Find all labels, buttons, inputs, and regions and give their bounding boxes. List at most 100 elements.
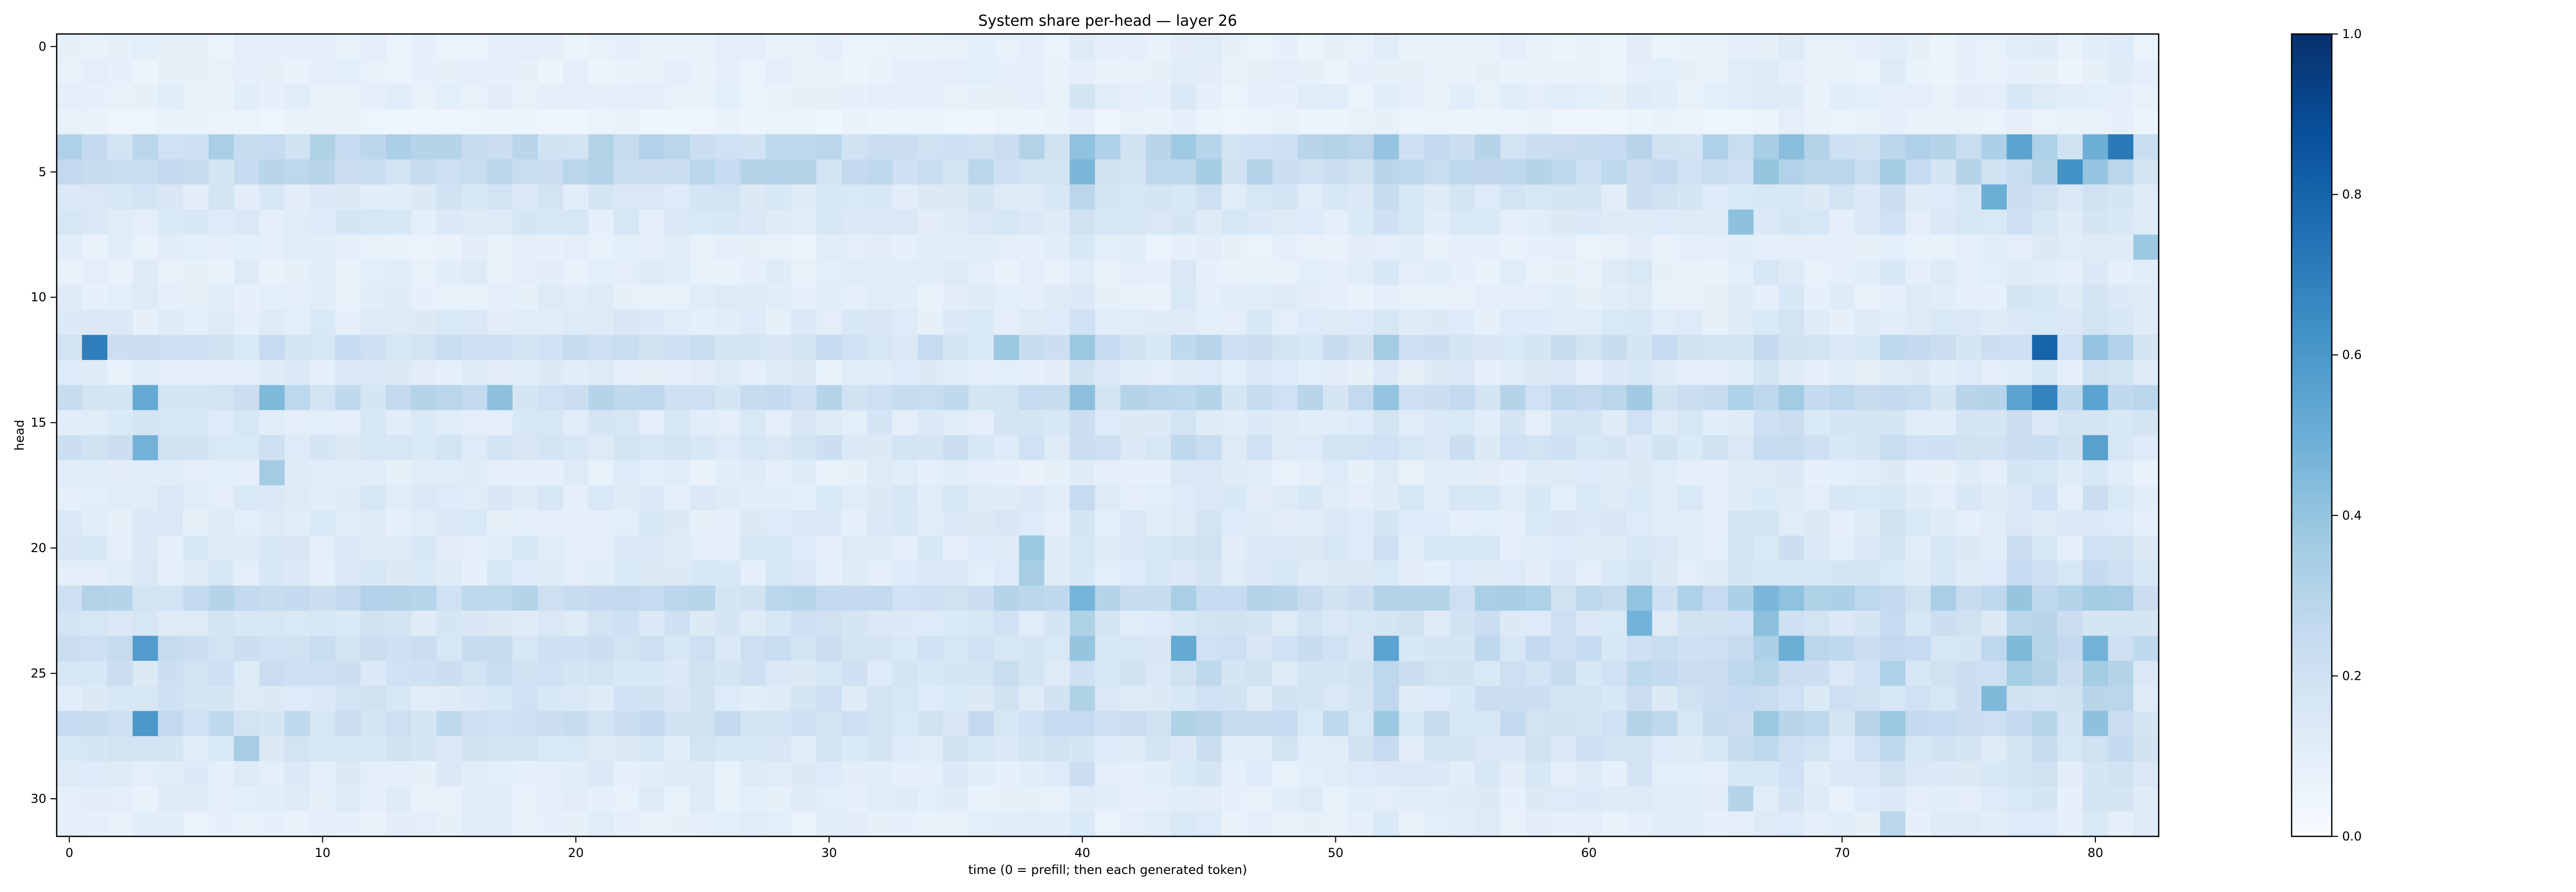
heatmap-cell [1044, 410, 1070, 436]
heatmap-cell [664, 610, 690, 637]
heatmap-cell [993, 435, 1020, 461]
heatmap-cell [1019, 260, 1045, 285]
heatmap-cell [2007, 109, 2032, 135]
heatmap-cell [1222, 685, 1247, 712]
heatmap-cell [993, 811, 1020, 837]
heatmap-cell [1348, 134, 1374, 160]
heatmap-cell [968, 811, 994, 837]
heatmap-cell [107, 811, 133, 837]
heatmap-cell [1044, 260, 1070, 285]
heatmap-cell [1120, 485, 1146, 511]
heatmap-cell [1070, 209, 1096, 235]
heatmap-cell [462, 685, 488, 712]
heatmap-cell [1272, 410, 1298, 436]
heatmap-cell [537, 335, 564, 361]
heatmap-cell [1500, 359, 1526, 386]
heatmap-cell [892, 485, 918, 511]
heatmap-cell [335, 610, 361, 637]
heatmap-cell [2032, 184, 2058, 210]
heatmap-cell [1677, 385, 1703, 410]
heatmap-cell [2057, 134, 2083, 160]
heatmap-cell [512, 359, 538, 386]
heatmap-cell [462, 761, 488, 787]
heatmap-cell [791, 84, 817, 110]
heatmap-cell [1297, 761, 1324, 787]
heatmap-cell [614, 59, 640, 84]
heatmap-cell [2032, 310, 2058, 335]
heatmap-cell [1981, 134, 2007, 160]
heatmap-cell [740, 284, 766, 311]
heatmap-cell [1475, 711, 1501, 736]
heatmap-cell [2108, 786, 2134, 812]
heatmap-cell [158, 460, 184, 486]
heatmap-cell [993, 610, 1020, 637]
heatmap-cell [1753, 711, 1780, 736]
heatmap-cell [107, 59, 133, 84]
heatmap-cell [1804, 736, 1830, 762]
heatmap-cell [1930, 661, 1957, 687]
heatmap-cell [892, 636, 918, 661]
heatmap-cell [1652, 510, 1678, 536]
heatmap-cell [1601, 685, 1628, 712]
heatmap-cell [2082, 636, 2109, 661]
heatmap-cell [284, 159, 311, 185]
heatmap-cell [1449, 535, 1476, 561]
heatmap-cell [386, 34, 412, 60]
heatmap-cell [1652, 284, 1678, 311]
heatmap-cell [1222, 535, 1247, 561]
heatmap-cell [1374, 586, 1399, 611]
heatmap-cell [918, 736, 944, 762]
heatmap-cell [1905, 410, 1931, 436]
heatmap-cell [1424, 84, 1450, 110]
heatmap-cell [1399, 184, 1425, 210]
heatmap-cell [1171, 234, 1197, 260]
heatmap-cell [2057, 586, 2083, 611]
heatmap-cell [1930, 260, 1957, 285]
heatmap-cell [208, 636, 234, 661]
heatmap-cell [1626, 685, 1653, 712]
heatmap-cell [816, 34, 842, 60]
heatmap-cell [1930, 435, 1957, 461]
heatmap-cell [689, 560, 716, 586]
heatmap-cell [1778, 234, 1805, 260]
heatmap-cell [1804, 335, 1830, 361]
heatmap-cell [2007, 234, 2032, 260]
heatmap-cell [2057, 811, 2083, 837]
heatmap-cell [1145, 234, 1172, 260]
heatmap-cell [1323, 661, 1349, 687]
heatmap-cell [816, 209, 842, 235]
heatmap-cell [208, 184, 234, 210]
heatmap-cell [639, 385, 665, 410]
heatmap-cell [1348, 109, 1374, 135]
heatmap-cell [1855, 209, 1880, 235]
heatmap-cell [1500, 310, 1526, 335]
heatmap-cell [766, 685, 792, 712]
heatmap-cell [2082, 109, 2109, 135]
heatmap-cell [841, 260, 868, 285]
heatmap-cell [1196, 284, 1222, 311]
heatmap-cell [1399, 610, 1425, 637]
heatmap-cell [57, 284, 82, 311]
heatmap-cell [1576, 209, 1602, 235]
heatmap-cell [1424, 34, 1450, 60]
heatmap-cell [639, 260, 665, 285]
heatmap-cell [1905, 761, 1931, 787]
heatmap-cell [1449, 685, 1476, 712]
heatmap-cell [1601, 209, 1628, 235]
heatmap-cell [588, 59, 615, 84]
heatmap-cell [664, 510, 690, 536]
heatmap-cell [563, 711, 589, 736]
heatmap-cell [183, 535, 209, 561]
heatmap-cell [1601, 109, 1628, 135]
heatmap-cell [1576, 535, 1602, 561]
heatmap-cell [1044, 560, 1070, 586]
heatmap-cell [816, 184, 842, 210]
heatmap-cell [1120, 761, 1146, 787]
heatmap-cell [1044, 786, 1070, 812]
heatmap-cell [816, 109, 842, 135]
heatmap-cell [360, 284, 386, 311]
heatmap-cell [158, 385, 184, 410]
heatmap-cell [310, 359, 336, 386]
heatmap-cell [487, 159, 513, 185]
heatmap-cell [1551, 134, 1577, 160]
